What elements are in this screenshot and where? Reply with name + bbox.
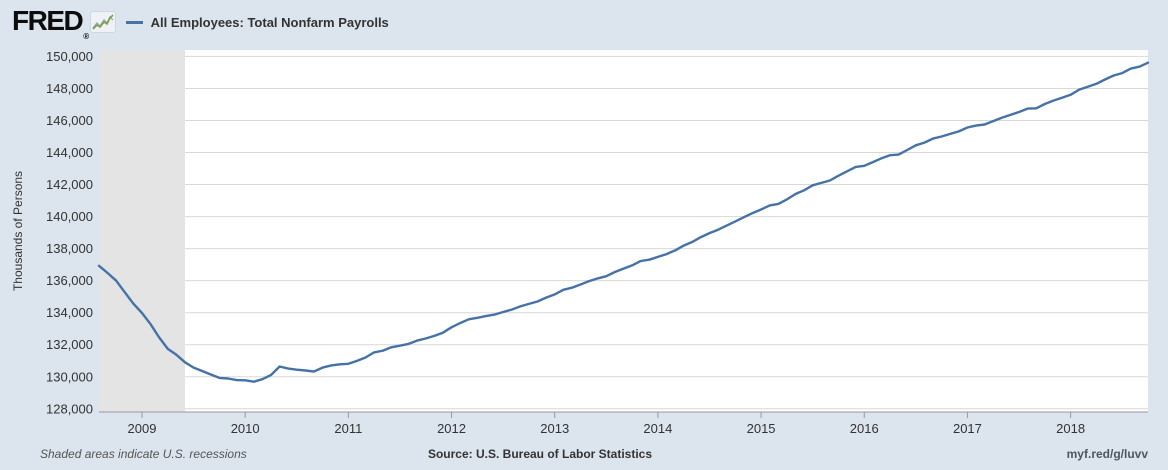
x-axis-label: 2017 <box>953 421 982 436</box>
x-axis-label: 2016 <box>850 421 879 436</box>
y-axis-label: 128,000 <box>46 401 93 416</box>
payrolls-line-chart[interactable]: 128,000 130,000 132,000 134,000 136,000 138,0… <box>0 45 1168 441</box>
data-line[interactable] <box>97 61 1150 383</box>
y-axis-label: 132,000 <box>46 337 93 352</box>
y-axis-title: Thousands of Persons <box>11 171 25 291</box>
x-axis-label: 2011 <box>334 421 362 436</box>
plot-area <box>99 50 1148 412</box>
y-axis-label: 136,000 <box>46 273 93 288</box>
y-axis-label: 150,000 <box>46 49 93 64</box>
y-axis-label: 142,000 <box>46 177 93 192</box>
recession-note: Shaded areas indicate U.S. recessions <box>40 447 247 461</box>
sparkline-icon <box>89 11 116 33</box>
y-axis-label: 130,000 <box>46 369 93 384</box>
fred-logo[interactable]: FRED® <box>12 5 89 41</box>
chart-footer: Shaded areas indicate U.S. recessions So… <box>0 447 1168 465</box>
x-axis-label: 2009 <box>128 421 157 436</box>
y-axis-label: 140,000 <box>46 209 93 224</box>
registered-mark: ® <box>83 32 89 41</box>
y-axis-label: 134,000 <box>46 305 93 320</box>
x-axis-label: 2013 <box>540 421 569 436</box>
recession-band <box>99 50 185 412</box>
y-axis-label: 138,000 <box>46 241 93 256</box>
chart-header: FRED® All Employees: Total Nonfarm Payro… <box>0 0 1168 44</box>
x-axis-label: 2010 <box>231 421 260 436</box>
y-axis-label: 144,000 <box>46 145 93 160</box>
y-axis-label: 148,000 <box>46 81 93 96</box>
y-axis-label: 146,000 <box>46 113 93 128</box>
x-axis-label: 2015 <box>747 421 776 436</box>
legend-line-marker <box>125 20 143 24</box>
x-axis-label: 2014 <box>643 421 672 436</box>
x-axis-label: 2012 <box>437 421 466 436</box>
permalink[interactable]: myf.red/g/luvv <box>1066 447 1148 461</box>
chart-title: All Employees: Total Nonfarm Payrolls <box>150 14 389 30</box>
x-axis-label: 2018 <box>1056 421 1085 436</box>
source-label: Source: U.S. Bureau of Labor Statistics <box>427 447 653 461</box>
